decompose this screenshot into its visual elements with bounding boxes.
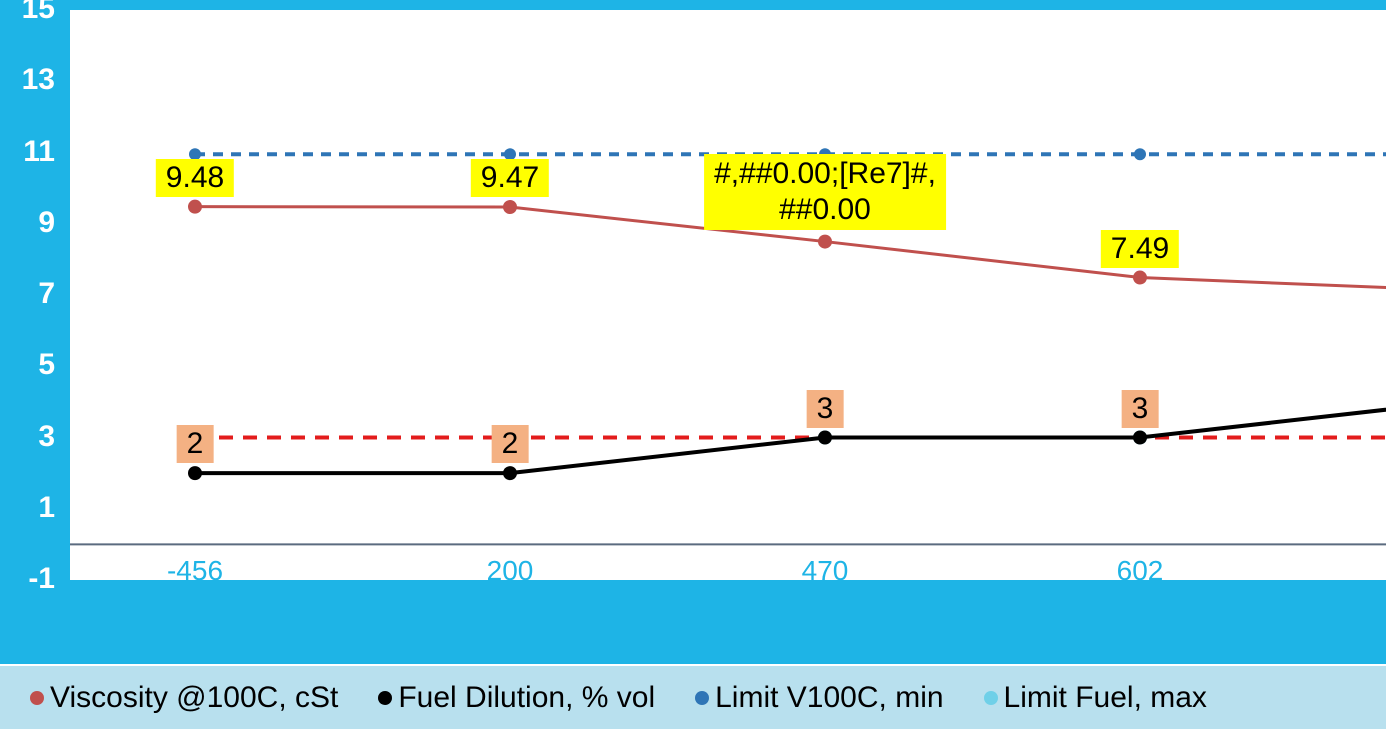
legend-label: Limit Fuel, max <box>1004 681 1207 715</box>
legend: Viscosity @100C, cSt Fuel Dilution, % vo… <box>0 664 1386 729</box>
y-tick-label: 11 <box>5 135 55 169</box>
fuel-dilution-data-label: 3 <box>807 390 844 428</box>
legend-item-viscosity: Viscosity @100C, cSt <box>30 681 338 715</box>
viscosity-data-label: #,##0.00;[Re7]#,##0.00 <box>704 154 946 230</box>
x-tick-label: 200 <box>487 555 534 587</box>
fuel-dilution-data-label: 2 <box>492 425 529 463</box>
viscosity-data-label: 9.48 <box>156 159 234 197</box>
legend-marker-icon <box>695 691 709 705</box>
legend-label: Fuel Dilution, % vol <box>398 681 655 715</box>
y-tick-label: 1 <box>5 491 55 525</box>
legend-item-fuel-dilution: Fuel Dilution, % vol <box>378 681 655 715</box>
legend-label: Viscosity @100C, cSt <box>50 681 338 715</box>
y-tick-label: 15 <box>5 0 55 26</box>
y-tick-label: 5 <box>5 348 55 382</box>
legend-marker-icon <box>378 691 392 705</box>
chart-svg <box>0 0 1386 729</box>
fuel-dilution-data-label: 2 <box>177 425 214 463</box>
y-tick-label: -1 <box>5 562 55 596</box>
viscosity-data-label: 9.47 <box>471 159 549 197</box>
y-tick-label: 3 <box>5 420 55 454</box>
legend-label: Limit V100C, min <box>715 681 943 715</box>
viscosity-data-label: 7.49 <box>1101 230 1179 268</box>
legend-marker-icon <box>30 691 44 705</box>
x-tick-label: 602 <box>1117 555 1164 587</box>
fuel-dilution-data-label: 3 <box>1122 390 1159 428</box>
y-tick-label: 9 <box>5 206 55 240</box>
legend-item-limit-fuel: Limit Fuel, max <box>984 681 1207 715</box>
legend-marker-icon <box>984 691 998 705</box>
y-tick-label: 13 <box>5 63 55 97</box>
x-tick-label: -456 <box>167 555 223 587</box>
x-tick-label: 470 <box>802 555 849 587</box>
legend-item-limit-v100c: Limit V100C, min <box>695 681 943 715</box>
y-tick-label: 7 <box>5 277 55 311</box>
